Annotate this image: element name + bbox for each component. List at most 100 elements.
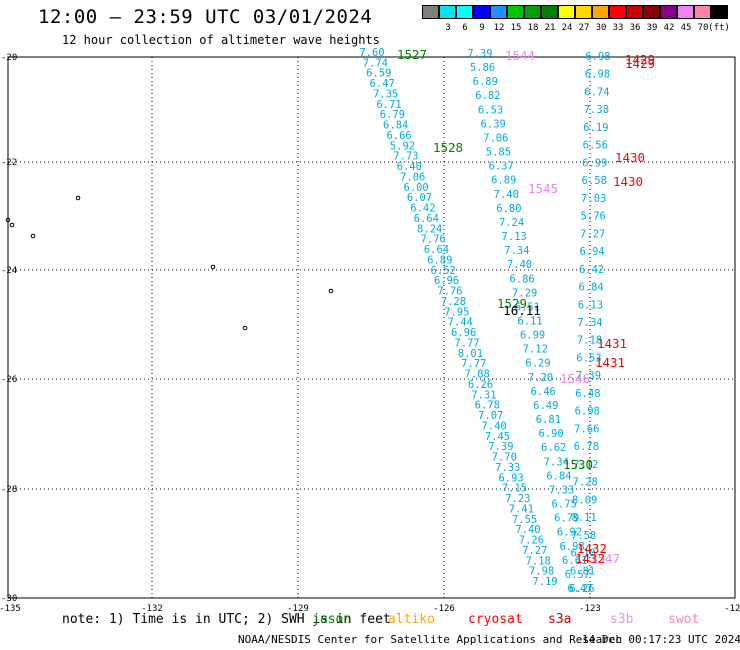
wave-height-value: 7.35 <box>373 89 398 101</box>
pass-time-label: 1431 <box>595 355 625 370</box>
mission-label: s3b <box>610 612 634 627</box>
wave-height-value: 6.29 <box>525 358 550 370</box>
wave-height-value: 6.98 <box>585 69 610 81</box>
wave-height-value: 7.38 <box>584 104 609 116</box>
wave-height-value: 6.40 <box>397 161 422 173</box>
wave-height-value: 6.10 <box>570 548 595 560</box>
wave-height-value: 6.79 <box>380 109 405 121</box>
wave-height-value: 7.34 <box>544 456 569 468</box>
wave-height-value: 6.96 <box>434 275 459 287</box>
legend-tick-label: 27 <box>578 23 590 33</box>
wave-height-value: 7.29 <box>512 287 537 299</box>
wave-height-value: 7.27 <box>580 228 605 240</box>
legend-tick-label: 33 <box>612 23 624 33</box>
legend-tick-label: 42 <box>663 23 675 33</box>
island-outline <box>210 264 216 270</box>
legend-tick-label: 6 <box>462 23 468 33</box>
wave-height-value: 8.24 <box>417 223 442 235</box>
wave-height-value: 7.26 <box>519 535 544 547</box>
wave-height-value: 6.52 <box>431 265 456 277</box>
wave-height-value: 6.86 <box>509 273 534 285</box>
wave-height-value: 6.48 <box>575 388 600 400</box>
wave-height-value: 6.82 <box>475 90 500 102</box>
wave-height-value: 7.58 <box>571 530 596 542</box>
legend-swatch <box>711 5 728 19</box>
legend-swatch <box>677 5 694 19</box>
island-outline <box>5 217 11 223</box>
wave-height-value: 7.33 <box>549 484 574 496</box>
wave-height-value: 7.33 <box>495 462 520 474</box>
wave-height-value: 6.84 <box>383 120 408 132</box>
legend-tick-label: 36 <box>629 23 641 33</box>
mission-label: s3a <box>548 612 572 627</box>
wave-height-value: 7.77 <box>454 337 479 349</box>
latitude-tick-label: -24 <box>1 266 17 276</box>
wave-height-value: 6.78 <box>574 441 599 453</box>
wave-height-value: 7.44 <box>448 317 473 329</box>
wave-height-value: 7.18 <box>526 555 551 567</box>
longitude-tick-label: -132 <box>141 604 163 614</box>
pass-time-label: 1527 <box>397 47 427 62</box>
mission-label: jason <box>312 612 352 627</box>
latitude-tick-label: -20 <box>1 53 17 63</box>
wave-height-value: 6.59 <box>366 68 391 80</box>
wave-height-value: 6.13 <box>578 299 603 311</box>
legend-tick-label: 21 <box>544 23 556 33</box>
wave-height-value: 6.11 <box>517 316 542 328</box>
wave-height-value: 7.95 <box>444 306 469 318</box>
island-outline <box>9 222 15 228</box>
footer-note: note: 1) Time is in UTC; 2) SWH is in fe… <box>62 612 391 627</box>
pass-time-label: 1544 <box>505 48 535 63</box>
wave-height-value: 7.18 <box>577 335 602 347</box>
wave-height-value: 7.07 <box>478 410 503 422</box>
legend-tick-label: 30 <box>595 23 607 33</box>
wave-height-value: 6.42 <box>579 264 604 276</box>
latitude-tick-label: -26 <box>1 375 17 385</box>
wave-height-value: 6.39 <box>481 118 506 130</box>
longitude-tick-label: -126 <box>433 604 455 614</box>
wave-height-value: 7.06 <box>400 172 425 184</box>
wave-height-value: 6.66 <box>386 130 411 142</box>
wave-height-value: 7.12 <box>573 459 598 471</box>
wave-height-value: 7.77 <box>461 358 486 370</box>
legend-tick-label: 24 <box>561 23 573 33</box>
wave-height-value: 7.39 <box>467 48 492 60</box>
wave-height-value: 6.89 <box>473 76 498 88</box>
wave-height-value: 6.96 <box>451 327 476 339</box>
wave-height-value: 7.03 <box>581 193 606 205</box>
wave-height-value: 8.11 <box>571 512 596 524</box>
wave-height-value: 7.34 <box>504 245 529 257</box>
wave-height-value: 5.85 <box>486 147 511 159</box>
wave-height-value: 6.78 <box>475 400 500 412</box>
island-outline <box>75 195 81 201</box>
pass-time-label: 1429 <box>625 52 655 67</box>
wave-height-value: 6.98 <box>559 541 584 553</box>
pass-time-label: 1528 <box>433 140 463 155</box>
legend-swatch <box>694 5 711 19</box>
wave-height-value: 6.64 <box>424 244 449 256</box>
pass-time-label: 1432 <box>575 551 605 566</box>
wave-height-value: 5.86 <box>470 62 495 74</box>
pass-time-label: 1432 <box>577 541 607 556</box>
legend-swatch <box>558 5 575 19</box>
footer-date: 14 Dec 00:17:23 UTC 2024 <box>582 633 740 646</box>
map-frame <box>7 56 736 599</box>
wave-height-value: 7.45 <box>485 431 510 443</box>
wave-height-value: 6.53 <box>576 353 601 365</box>
wave-height-value: 7.24 <box>499 217 524 229</box>
wave-height-value: 7.70 <box>492 452 517 464</box>
page-title: 12:00 — 23:59 UTC 03/01/2024 <box>38 6 373 28</box>
legend-unit: (ft) <box>708 23 730 33</box>
wave-height-value: 7.28 <box>573 477 598 489</box>
wave-height-value: 6.93 <box>498 472 523 484</box>
wave-height-value: 6.79 <box>554 513 579 525</box>
wave-height-value: 7.40 <box>494 189 519 201</box>
wave-height-value: 6.84 <box>578 282 603 294</box>
wave-height-value: 8.01 <box>458 348 483 360</box>
wave-height-value: 6.42 <box>410 203 435 215</box>
wave-height-value: 7.60 <box>359 47 384 59</box>
legend-tick-label: 39 <box>646 23 658 33</box>
wave-height-value: 7.40 <box>515 524 540 536</box>
footer-credit: NOAA/NESDIS Center for Satellite Applica… <box>238 633 623 646</box>
longitude-tick-label: -129 <box>287 604 309 614</box>
